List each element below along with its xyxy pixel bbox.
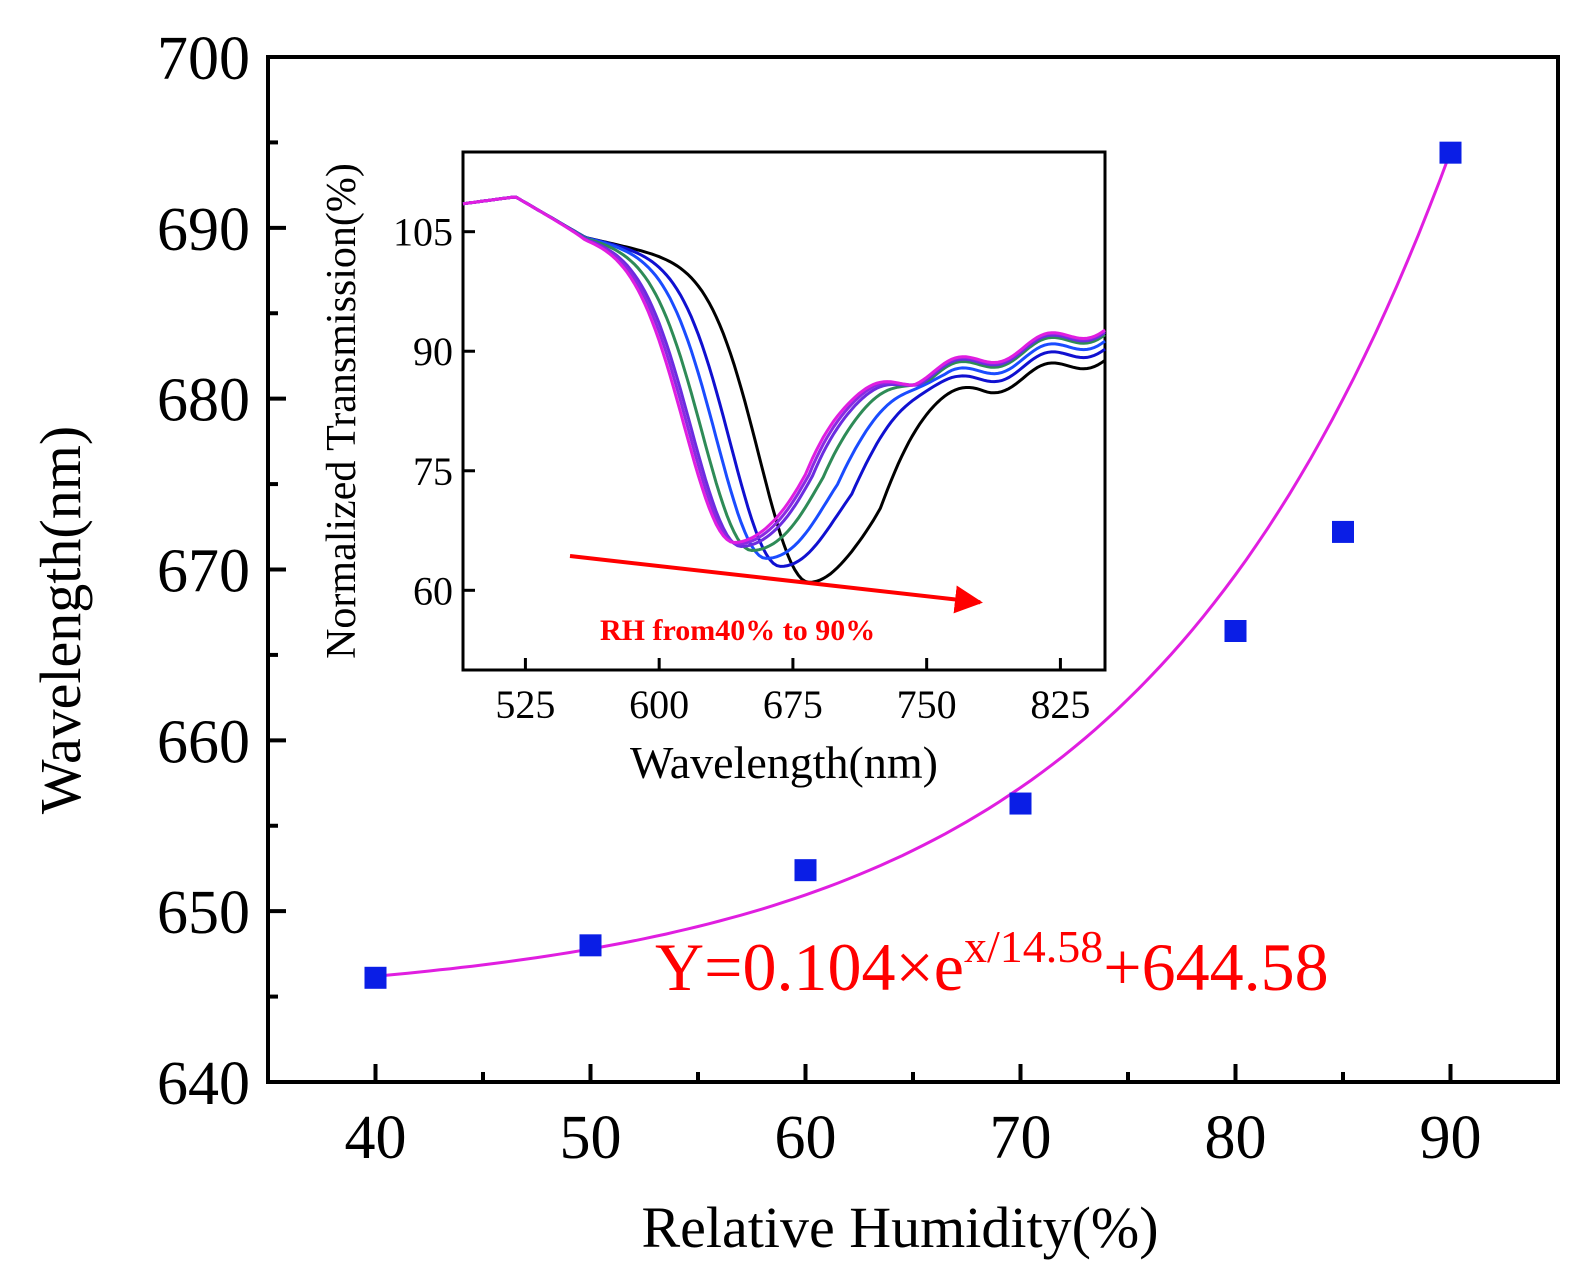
fit-equation-exponent: x/14.58	[964, 921, 1103, 972]
data-point	[579, 934, 602, 957]
exponential-fit-curve	[375, 151, 1452, 978]
inset-spectra	[462, 195, 1106, 584]
main-x-tick-label: 40	[345, 1104, 407, 1172]
data-point	[1439, 141, 1462, 164]
main-y-tick-label: 660	[157, 708, 250, 776]
data-point	[1009, 792, 1032, 815]
main-x-tick-label: 90	[1420, 1104, 1482, 1172]
inset-x-axis-label: Wavelength(nm)	[630, 737, 938, 788]
main-x-axis-label: Relative Humidity(%)	[641, 1195, 1158, 1260]
inset-y-ticks: 60 75 90 105	[393, 210, 475, 613]
fit-equation: Y=0.104×ex/14.58+644.58	[655, 921, 1329, 1005]
rh-trend-arrow	[569, 554, 983, 614]
inset-x-ticks: 525 600 675 750 825	[495, 658, 1090, 727]
inset-x-tick-label: 825	[1030, 682, 1090, 727]
fit-equation-prefix: Y=0.104×e	[655, 929, 964, 1005]
data-point	[1332, 520, 1354, 543]
inset-y-tick-label: 60	[413, 568, 453, 613]
main-plot: 40 50 60 70 80 90 640 650 660 670 680 690 700 Relat…	[28, 25, 1560, 1260]
data-point	[794, 859, 817, 882]
main-y-tick-label: 670	[157, 538, 250, 606]
inset-y-axis-label: Normalized Transmission(%)	[319, 163, 365, 659]
inset-y-tick-label: 90	[413, 329, 453, 374]
main-y-axis-label: Wavelength(nm)	[28, 426, 93, 814]
main-x-ticks: 40 50 60 70 80 90	[345, 1064, 1482, 1172]
inset-y-tick-label: 105	[393, 210, 453, 255]
main-x-tick-label: 70	[990, 1104, 1052, 1172]
main-y-tick-label: 690	[157, 196, 250, 264]
main-y-tick-label: 680	[157, 367, 250, 435]
inset-spectrum-line	[462, 195, 1106, 545]
inset-x-tick-label: 675	[763, 682, 823, 727]
inset-plot: 525 600 675 750 825 60 75 90 105 Wavelength(nm)…	[319, 150, 1107, 788]
main-y-tick-label: 700	[157, 25, 250, 93]
inset-x-tick-label: 525	[495, 682, 555, 727]
inset-y-tick-label: 75	[413, 449, 453, 494]
data-point	[364, 966, 387, 989]
main-x-tick-label: 80	[1205, 1104, 1267, 1172]
main-x-tick-label: 60	[775, 1104, 837, 1172]
rh-annotation: RH from40% to 90%	[600, 614, 875, 647]
inset-x-tick-label: 600	[629, 682, 689, 727]
main-y-ticks: 640 650 660 670 680 690 700	[157, 25, 286, 1118]
inset-x-tick-label: 750	[897, 682, 957, 727]
main-x-tick-label: 50	[560, 1104, 622, 1172]
fit-equation-suffix: +644.58	[1103, 929, 1328, 1005]
main-y-tick-label: 640	[157, 1050, 250, 1118]
inset-plot-frame	[461, 150, 1107, 672]
data-point	[1224, 620, 1247, 642]
data-points	[364, 141, 1462, 989]
main-y-tick-label: 650	[157, 879, 250, 947]
